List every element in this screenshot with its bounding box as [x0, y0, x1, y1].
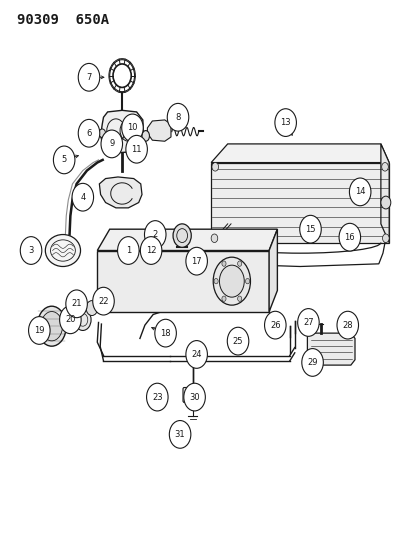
Circle shape [72, 183, 93, 211]
Circle shape [211, 163, 218, 171]
Circle shape [74, 309, 91, 330]
Text: 90309  650A: 90309 650A [17, 13, 109, 27]
Polygon shape [97, 251, 268, 312]
Polygon shape [211, 144, 388, 163]
Polygon shape [211, 163, 388, 243]
Circle shape [336, 311, 358, 339]
Polygon shape [97, 229, 277, 251]
Circle shape [66, 290, 87, 318]
Circle shape [78, 63, 100, 91]
Circle shape [237, 296, 241, 301]
Text: 22: 22 [98, 297, 109, 305]
Circle shape [117, 237, 139, 264]
Circle shape [264, 311, 285, 339]
Text: 30: 30 [189, 393, 199, 401]
Text: 14: 14 [354, 188, 365, 196]
Circle shape [126, 135, 147, 163]
Text: 19: 19 [34, 326, 45, 335]
Ellipse shape [37, 306, 66, 346]
Polygon shape [99, 177, 142, 208]
Circle shape [28, 317, 50, 344]
Text: 8: 8 [175, 113, 180, 122]
Text: 21: 21 [71, 300, 82, 308]
Circle shape [185, 247, 207, 275]
Text: 29: 29 [306, 358, 317, 367]
Circle shape [297, 309, 318, 336]
Circle shape [221, 261, 225, 266]
Text: 2: 2 [152, 230, 157, 239]
Text: 11: 11 [131, 145, 142, 154]
Ellipse shape [86, 301, 97, 316]
Circle shape [20, 237, 42, 264]
Text: 18: 18 [160, 329, 171, 337]
Ellipse shape [142, 131, 149, 141]
Circle shape [349, 178, 370, 206]
Circle shape [173, 224, 191, 247]
Text: 6: 6 [86, 129, 91, 138]
Circle shape [299, 215, 320, 243]
Circle shape [99, 129, 105, 138]
Text: 28: 28 [342, 321, 352, 329]
Circle shape [78, 119, 100, 147]
Circle shape [140, 237, 161, 264]
Circle shape [221, 296, 225, 301]
Text: 24: 24 [191, 350, 202, 359]
Circle shape [167, 103, 188, 131]
Text: 15: 15 [304, 225, 315, 233]
Text: 3: 3 [28, 246, 33, 255]
Circle shape [185, 341, 207, 368]
Polygon shape [100, 110, 143, 153]
Circle shape [53, 146, 75, 174]
Circle shape [59, 306, 81, 334]
Text: 31: 31 [174, 430, 185, 439]
Polygon shape [306, 333, 354, 365]
Circle shape [245, 278, 249, 284]
Circle shape [213, 257, 250, 305]
Circle shape [121, 114, 143, 142]
Text: 20: 20 [65, 316, 76, 324]
Text: 7: 7 [86, 73, 91, 82]
Circle shape [101, 130, 122, 158]
Text: 10: 10 [127, 124, 138, 132]
Text: 26: 26 [269, 321, 280, 329]
Polygon shape [147, 120, 171, 141]
Text: 1: 1 [126, 246, 131, 255]
Text: 13: 13 [280, 118, 290, 127]
Circle shape [301, 349, 323, 376]
Text: 12: 12 [145, 246, 156, 255]
Circle shape [183, 383, 205, 411]
Circle shape [93, 287, 114, 315]
FancyBboxPatch shape [183, 387, 202, 402]
Text: 4: 4 [80, 193, 85, 201]
Circle shape [237, 261, 241, 266]
Polygon shape [268, 229, 277, 312]
Ellipse shape [45, 235, 80, 266]
Circle shape [214, 278, 218, 284]
Text: 9: 9 [109, 140, 114, 148]
Text: 25: 25 [232, 337, 243, 345]
Circle shape [338, 223, 360, 251]
Circle shape [219, 265, 244, 297]
Text: 27: 27 [302, 318, 313, 327]
Circle shape [146, 383, 168, 411]
Text: 17: 17 [191, 257, 202, 265]
Circle shape [274, 109, 296, 136]
Circle shape [211, 234, 217, 243]
Text: 5: 5 [62, 156, 66, 164]
Circle shape [382, 234, 388, 243]
Circle shape [169, 421, 190, 448]
Circle shape [381, 163, 387, 171]
Polygon shape [380, 144, 388, 243]
Text: 16: 16 [344, 233, 354, 241]
Circle shape [144, 221, 166, 248]
Circle shape [380, 196, 390, 209]
Circle shape [227, 327, 248, 355]
Circle shape [154, 319, 176, 347]
Ellipse shape [41, 311, 62, 341]
Text: 23: 23 [152, 393, 162, 401]
